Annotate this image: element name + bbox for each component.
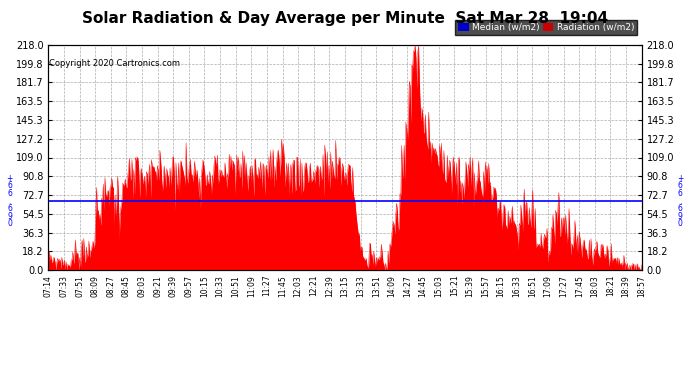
Text: +
6
6
.
6
9
0: + 6 6 . 6 9 0 <box>6 174 13 228</box>
Legend: Median (w/m2), Radiation (w/m2): Median (w/m2), Radiation (w/m2) <box>455 20 637 34</box>
Text: Copyright 2020 Cartronics.com: Copyright 2020 Cartronics.com <box>50 58 181 68</box>
Text: Solar Radiation & Day Average per Minute  Sat Mar 28  19:04: Solar Radiation & Day Average per Minute… <box>82 11 608 26</box>
Text: +
6
6
.
6
9
0: + 6 6 . 6 9 0 <box>677 174 684 228</box>
